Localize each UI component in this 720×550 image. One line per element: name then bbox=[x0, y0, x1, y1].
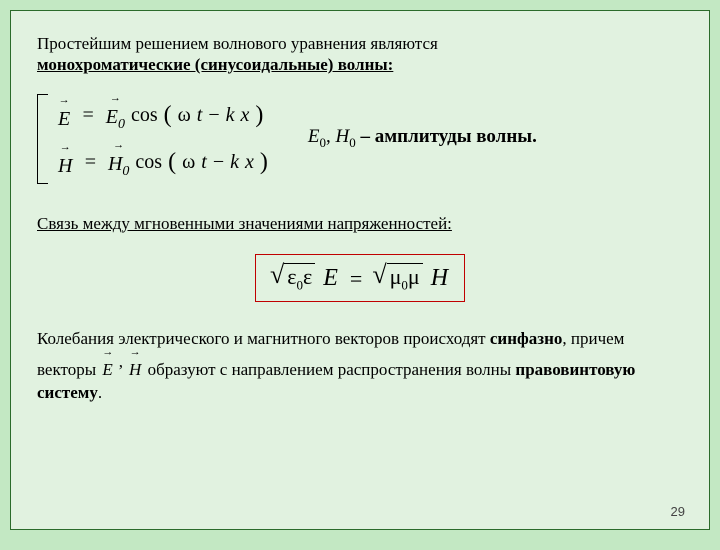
vec-sep: , bbox=[119, 351, 123, 382]
radical-icon: √ bbox=[372, 263, 386, 286]
inline-vec-h: H bbox=[129, 351, 141, 382]
relation-heading: Связь между мгновенными значениями напря… bbox=[37, 214, 683, 234]
page-number: 29 bbox=[671, 504, 685, 519]
arg-k: k bbox=[226, 104, 235, 127]
arg-x: x bbox=[241, 104, 250, 127]
slide-frame: Простейшим решением волнового уравнения … bbox=[10, 10, 710, 530]
equals-sign: = bbox=[76, 104, 100, 127]
sub-zero: 0 bbox=[118, 117, 125, 132]
vector-h: H bbox=[58, 147, 72, 178]
sqrt-left: √ ε0ε bbox=[270, 263, 315, 295]
boxed-h: H bbox=[429, 265, 450, 292]
boxed-eq-sign: = bbox=[346, 266, 366, 292]
equation-system: E = E0 cos ( ωt − kx ) H = H0 cos ( ωt −… bbox=[37, 94, 268, 184]
arg-x: x bbox=[245, 151, 254, 174]
amp-tail: – амплитуды волны. bbox=[356, 126, 537, 147]
radicand-left: ε0ε bbox=[284, 263, 315, 295]
arg-omega: ω bbox=[178, 104, 191, 127]
vector-h0: H0 bbox=[108, 145, 129, 180]
equation-stack: E = E0 cos ( ωt − kx ) H = H0 cos ( ωt −… bbox=[58, 94, 268, 184]
cos-label: cos bbox=[135, 151, 162, 174]
p3-d: образуют с направлением распространения … bbox=[143, 360, 515, 379]
conclusion-paragraph: Колебания электрического и магнитного ве… bbox=[37, 328, 683, 405]
inline-vec-e: E bbox=[102, 351, 112, 382]
arg-t: t bbox=[201, 151, 207, 174]
amp-h-symbol: H bbox=[335, 126, 349, 147]
equation-h: H = H0 cos ( ωt − kx ) bbox=[58, 145, 268, 180]
arg-k: k bbox=[230, 151, 239, 174]
sub-zero: 0 bbox=[122, 164, 129, 179]
equation-e: E = E0 cos ( ωt − kx ) bbox=[58, 98, 268, 133]
arg-minus: − bbox=[213, 151, 224, 174]
radical-icon: √ bbox=[270, 263, 284, 286]
equations-row: E = E0 cos ( ωt − kx ) H = H0 cos ( ωt −… bbox=[37, 94, 683, 184]
arg-t: t bbox=[197, 104, 203, 127]
boxed-equation: √ ε0ε E = √ μ0μ H bbox=[255, 254, 465, 302]
paren-close: ) bbox=[260, 149, 268, 176]
p3-f: . bbox=[98, 383, 102, 402]
amplitude-note: E0, H0 – амплитуды волны. bbox=[308, 125, 537, 151]
sqrt-right: √ μ0μ bbox=[372, 263, 422, 295]
left-brace-icon bbox=[37, 94, 48, 184]
equals-sign: = bbox=[78, 151, 102, 174]
vector-e: E bbox=[58, 100, 70, 131]
boxed-e: E bbox=[321, 265, 340, 292]
vector-e0: E0 bbox=[106, 98, 125, 133]
intro-line-1: Простейшим решением волнового уравнения … bbox=[37, 34, 438, 53]
paren-open: ( bbox=[168, 149, 176, 176]
arg-minus: − bbox=[208, 104, 219, 127]
inline-vectors: E,H bbox=[100, 351, 143, 382]
radicand-right: μ0μ bbox=[387, 263, 423, 295]
amp-e-symbol: E bbox=[308, 126, 320, 147]
p3-b: синфазно bbox=[490, 329, 563, 348]
boxed-equation-wrap: √ ε0ε E = √ μ0μ H bbox=[37, 254, 683, 302]
paren-open: ( bbox=[164, 102, 172, 129]
intro-paragraph: Простейшим решением волнового уравнения … bbox=[37, 33, 683, 76]
paren-close: ) bbox=[255, 102, 263, 129]
arg-omega: ω bbox=[182, 151, 195, 174]
cos-label: cos bbox=[131, 104, 158, 127]
intro-line-2: монохроматические (синусоидальные) волны… bbox=[37, 55, 393, 74]
